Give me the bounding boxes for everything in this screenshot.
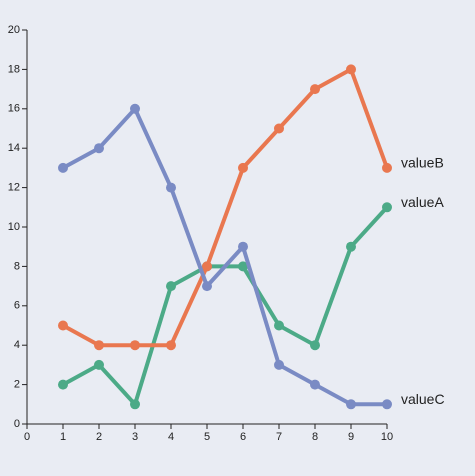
x-tick-label: 1 xyxy=(60,431,66,443)
x-tick-label: 3 xyxy=(132,431,138,443)
x-tick-label: 10 xyxy=(381,431,393,443)
x-tick-label: 8 xyxy=(312,431,318,443)
y-tick-label: 6 xyxy=(14,300,20,312)
x-tick-label: 7 xyxy=(276,431,282,443)
series-label: valueB xyxy=(401,155,444,171)
point xyxy=(310,84,320,95)
y-tick-label: 0 xyxy=(14,418,20,430)
x-tick-label: 9 xyxy=(348,431,354,443)
x-tick-label: 4 xyxy=(168,431,174,443)
x-tick-label: 0 xyxy=(24,431,30,443)
point xyxy=(274,359,284,370)
point xyxy=(58,379,68,390)
y-tick-label: 2 xyxy=(14,379,20,391)
point xyxy=(274,123,284,134)
y-tick-label: 10 xyxy=(8,221,20,233)
series-label: valueC xyxy=(401,391,445,407)
point xyxy=(202,261,212,272)
series-label: valueA xyxy=(401,194,444,210)
y-tick-label: 20 xyxy=(8,24,20,36)
point xyxy=(382,162,392,173)
series-line xyxy=(62,106,387,407)
series-line xyxy=(62,67,389,348)
point xyxy=(238,162,248,173)
point xyxy=(166,182,176,193)
point xyxy=(94,143,104,154)
point xyxy=(382,202,392,213)
point xyxy=(166,340,176,351)
y-tick-label: 18 xyxy=(8,63,20,75)
y-tick-label: 16 xyxy=(8,103,20,115)
point xyxy=(94,340,104,351)
y-tick-label: 14 xyxy=(8,142,20,154)
y-tick-label: 8 xyxy=(14,260,20,272)
point xyxy=(346,399,356,410)
point xyxy=(238,241,248,252)
point xyxy=(58,162,68,173)
point xyxy=(202,281,212,292)
y-tick-label: 12 xyxy=(8,182,20,194)
point xyxy=(130,340,140,351)
point xyxy=(346,64,356,75)
point xyxy=(130,399,140,410)
y-tick-label: 4 xyxy=(14,339,20,351)
point xyxy=(310,340,320,351)
point xyxy=(382,399,392,410)
series-line xyxy=(62,205,389,407)
x-tick-label: 2 xyxy=(96,431,102,443)
point xyxy=(310,379,320,390)
x-tick-label: 5 xyxy=(204,431,210,443)
point xyxy=(274,320,284,331)
x-tick-label: 6 xyxy=(240,431,246,443)
point xyxy=(58,320,68,331)
point xyxy=(166,281,176,292)
point xyxy=(346,241,356,252)
point xyxy=(94,359,104,370)
point xyxy=(238,261,248,272)
point xyxy=(130,103,140,114)
